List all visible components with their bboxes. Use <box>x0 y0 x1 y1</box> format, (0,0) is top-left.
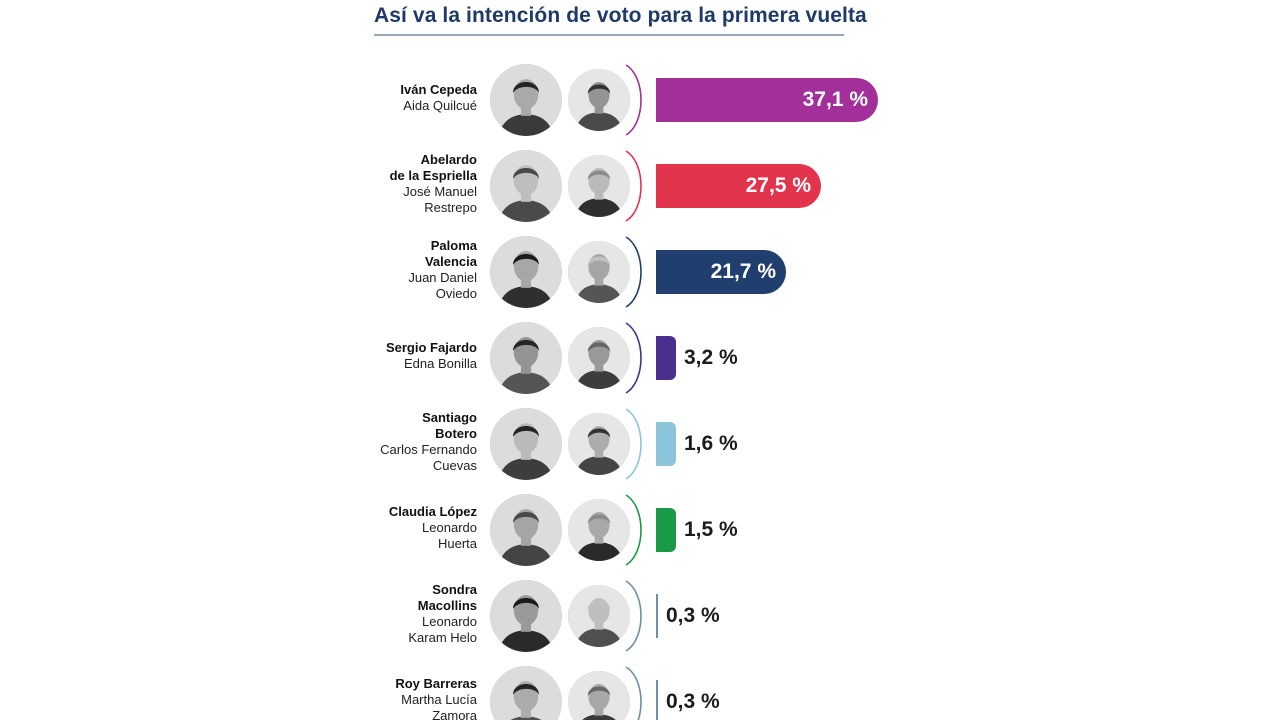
vice-president-portrait-image <box>568 499 630 561</box>
vice-president-name-line: Aida Quilcué <box>403 98 477 113</box>
pair-bracket <box>625 494 642 566</box>
president-portrait-image <box>490 236 562 308</box>
vote-percentage-label: 27,5 % <box>745 174 811 197</box>
president-name-line: Abelardo <box>420 152 477 167</box>
vice-president-photo <box>568 69 630 131</box>
president-photo <box>490 322 562 394</box>
president-name-line: Iván Cepeda <box>400 82 477 97</box>
vote-bar <box>656 78 878 122</box>
vice-president-name-line: Karam Helo <box>408 630 477 645</box>
president-name-line: Sondra <box>432 582 477 597</box>
vote-bar <box>656 250 786 294</box>
pair-bracket <box>625 580 642 652</box>
vote-percentage-label: 37,1 % <box>802 88 868 111</box>
president-portrait-image <box>490 150 562 222</box>
vice-president-name-line: Cuevas <box>432 458 477 473</box>
vice-president-photo <box>568 241 630 303</box>
chart-title: Así va la intención de voto para la prim… <box>374 4 867 27</box>
president-portrait-image <box>490 494 562 566</box>
vice-president-name-line: Restrepo <box>424 200 477 215</box>
vice-president-name-line: Leonardo <box>422 520 477 535</box>
president-photo <box>490 64 562 136</box>
president-photo <box>490 666 562 720</box>
president-portrait-image <box>490 580 562 652</box>
vote-percentage-label: 0,3 % <box>666 604 720 627</box>
vote-bar <box>656 594 658 638</box>
vice-president-name-line: Martha Lucía <box>401 692 477 707</box>
president-portrait-image <box>490 322 562 394</box>
vice-president-name-line: Huerta <box>437 536 477 551</box>
candidate-names: Abelardo de la Espriella José Manuel Restre… <box>390 152 477 216</box>
candidate-names: Paloma Valencia Juan Daniel Oviedo <box>408 238 477 302</box>
vice-president-name-line: Juan Daniel <box>408 270 477 285</box>
vice-president-photo <box>568 327 630 389</box>
vice-president-name-line: Leonardo <box>422 614 477 629</box>
candidate-names: Sergio Fajardo Edna Bonilla <box>386 340 477 372</box>
vice-president-name-line: Carlos Fernando <box>380 442 477 457</box>
candidate-names: Santiago Botero Carlos Fernando Cuevas <box>380 410 477 474</box>
vote-bar <box>656 336 676 380</box>
candidate-names: Claudia López Leonardo Huerta <box>389 504 477 552</box>
president-name-line: Paloma <box>430 238 477 253</box>
president-photo <box>490 236 562 308</box>
vote-percentage-label: 0,3 % <box>666 690 720 713</box>
vice-president-photo <box>568 499 630 561</box>
vice-president-portrait-image <box>568 327 630 389</box>
vice-president-portrait-image <box>568 413 630 475</box>
vice-president-name-line: Edna Bonilla <box>404 356 477 371</box>
president-photo <box>490 580 562 652</box>
vice-president-portrait-image <box>568 241 630 303</box>
pair-bracket <box>625 236 642 308</box>
vice-president-portrait-image <box>568 585 630 647</box>
president-portrait-image <box>490 64 562 136</box>
president-photo <box>490 494 562 566</box>
president-name-line: de la Espriella <box>389 168 477 183</box>
vice-president-photo <box>568 585 630 647</box>
president-name-line: Roy Barreras <box>395 676 477 691</box>
president-photo <box>490 408 562 480</box>
vote-percentage-label: 3,2 % <box>684 346 738 369</box>
pair-bracket <box>625 322 642 394</box>
candidate-names: Sondra Macollins Leonardo Karam Helo <box>408 582 477 646</box>
president-portrait-image <box>490 408 562 480</box>
vote-bar <box>656 680 658 720</box>
vice-president-portrait-image <box>568 69 630 131</box>
vice-president-name-line: José Manuel <box>403 184 477 199</box>
vice-president-portrait-image <box>568 155 630 217</box>
vice-president-photo <box>568 413 630 475</box>
vote-bar <box>656 422 676 466</box>
vote-percentage-label: 1,5 % <box>684 518 738 541</box>
vice-president-name-line: Zamora <box>432 708 477 720</box>
vice-president-photo <box>568 155 630 217</box>
vice-president-name-line: Oviedo <box>435 286 477 301</box>
pair-bracket <box>625 408 642 480</box>
vote-bar <box>656 508 676 552</box>
vote-percentage-label: 21,7 % <box>710 260 776 283</box>
vice-president-portrait-image <box>568 671 630 720</box>
president-portrait-image <box>490 666 562 720</box>
president-name-line: Sergio Fajardo <box>385 340 477 355</box>
title-underline <box>374 34 844 36</box>
pair-bracket <box>625 150 642 222</box>
vice-president-photo <box>568 671 630 720</box>
president-name-line: Santiago <box>422 410 477 425</box>
pair-bracket <box>625 666 642 720</box>
president-name-line: Valencia <box>424 254 477 269</box>
president-name-line: Botero <box>435 426 477 441</box>
president-name-line: Claudia López <box>388 504 477 519</box>
pair-bracket <box>625 64 642 136</box>
vote-bar <box>656 164 821 208</box>
president-name-line: Macollins <box>417 598 477 613</box>
president-photo <box>490 150 562 222</box>
candidate-names: Iván Cepeda Aida Quilcué <box>400 82 477 114</box>
candidate-names: Roy Barreras Martha Lucía Zamora <box>395 676 477 720</box>
vote-percentage-label: 1,6 % <box>684 432 738 455</box>
